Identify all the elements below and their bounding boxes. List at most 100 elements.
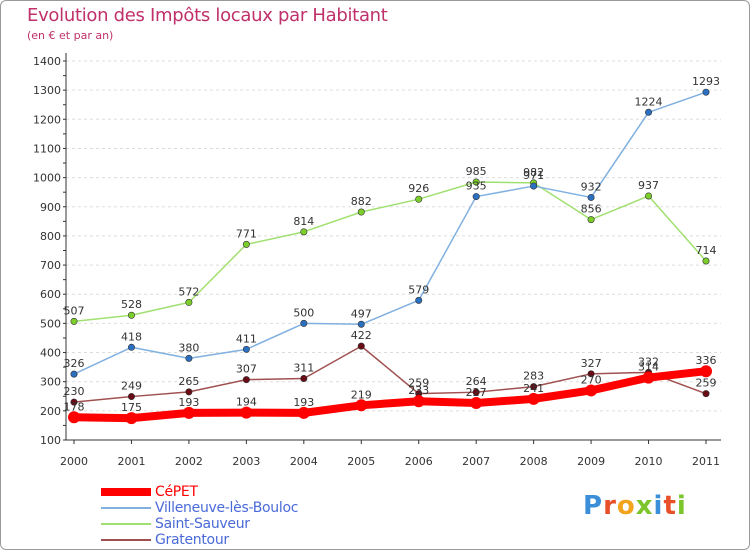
data-label: 193	[293, 396, 314, 409]
data-point	[470, 396, 483, 409]
data-point	[357, 208, 365, 216]
data-point	[702, 257, 710, 265]
legend-item-cepet: CéPET	[101, 484, 361, 500]
series-line-saint-sauveur	[73, 181, 707, 323]
x-tick-label: 2011	[692, 455, 720, 468]
data-label: 227	[466, 386, 487, 399]
data-label: 264	[466, 375, 487, 388]
legend-label-gratentour: Gratentour	[155, 532, 229, 548]
data-label: 233	[408, 384, 429, 397]
data-label: 418	[121, 330, 142, 343]
data-point	[472, 388, 480, 396]
data-label: 500	[293, 306, 314, 319]
data-label: 249	[121, 380, 142, 393]
y-tick-label: 200	[40, 405, 61, 418]
data-label: 326	[64, 357, 85, 370]
data-label: 771	[236, 227, 257, 240]
data-label: 175	[121, 401, 142, 414]
y-tick-label: 400	[40, 347, 61, 360]
data-label: 971	[523, 169, 544, 182]
logo-letter: r	[603, 491, 617, 521]
data-point	[527, 392, 540, 405]
data-label: 1224	[635, 95, 663, 108]
y-tick-label: 600	[40, 288, 61, 301]
data-point	[587, 370, 595, 378]
data-label: 336	[696, 354, 717, 367]
logo-letter: i	[653, 491, 664, 521]
data-point	[70, 398, 78, 406]
logo-letter: t	[663, 491, 677, 521]
data-point	[472, 178, 480, 186]
y-tick-label: 1400	[33, 55, 61, 68]
y-tick-label: 1200	[33, 113, 61, 126]
legend-swatch-gratentour	[101, 539, 151, 541]
data-label: 714	[696, 244, 717, 257]
x-tick-label: 2009	[577, 455, 605, 468]
data-point	[127, 311, 135, 319]
data-point	[300, 319, 308, 327]
data-point	[645, 192, 653, 200]
y-tick-label: 700	[40, 259, 61, 272]
data-label: 932	[581, 180, 602, 193]
data-point	[297, 406, 310, 419]
data-point	[242, 240, 250, 248]
y-tick-label: 500	[40, 317, 61, 330]
data-point	[355, 399, 368, 412]
data-label: 193	[178, 396, 199, 409]
data-point	[182, 406, 195, 419]
legend-label-villeneuve: Villeneuve-lès-Bouloc	[155, 500, 299, 516]
y-tick-label: 800	[40, 230, 61, 243]
data-label: 507	[64, 304, 85, 317]
x-tick-label: 2000	[60, 455, 88, 468]
y-tick-label: 1000	[33, 172, 61, 185]
logo-letter: i	[676, 491, 687, 521]
data-label: 528	[121, 298, 142, 311]
data-point	[357, 342, 365, 350]
data-point	[70, 370, 78, 378]
data-label: 937	[638, 179, 659, 192]
legend-label-cepet: CéPET	[155, 484, 198, 500]
y-tick-label: 1300	[33, 84, 61, 97]
data-label: 230	[64, 385, 85, 398]
data-point	[357, 320, 365, 328]
y-tick-label: 300	[40, 376, 61, 389]
data-label: 856	[581, 203, 602, 216]
series-line-villeneuve-l-s-bouloc	[73, 91, 707, 375]
data-point	[242, 376, 250, 384]
data-point	[127, 393, 135, 401]
series-line-c-pet	[70, 367, 710, 423]
data-point	[70, 317, 78, 325]
data-label: 935	[466, 180, 487, 193]
data-label: 982	[523, 166, 544, 179]
data-point	[300, 228, 308, 236]
data-label: 314	[638, 361, 659, 374]
data-point	[702, 390, 710, 398]
data-label: 259	[408, 377, 429, 390]
data-label: 380	[178, 341, 199, 354]
logo-letter: x	[635, 491, 654, 521]
data-label: 497	[351, 307, 372, 320]
data-label: 307	[236, 363, 257, 376]
data-label: 311	[293, 361, 314, 374]
data-point	[242, 345, 250, 353]
data-point	[185, 354, 193, 362]
data-label: 194	[236, 396, 257, 409]
data-point	[240, 406, 253, 419]
data-point	[587, 216, 595, 224]
logo-letter: P	[583, 491, 604, 521]
x-tick-label: 2004	[290, 455, 318, 468]
data-label: 1293	[692, 75, 720, 88]
data-label: 241	[523, 382, 544, 395]
data-point	[585, 384, 598, 397]
data-point	[587, 193, 595, 201]
x-tick-label: 2010	[635, 455, 663, 468]
data-label: 926	[408, 182, 429, 195]
data-label: 265	[178, 375, 199, 388]
data-point	[127, 343, 135, 351]
data-label: 327	[581, 357, 602, 370]
data-point	[185, 298, 193, 306]
logo-letter: o	[616, 491, 636, 521]
data-label: 178	[64, 400, 85, 413]
